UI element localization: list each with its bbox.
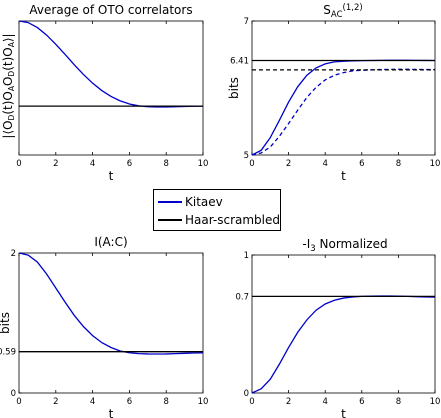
axes-frame bbox=[18, 252, 204, 394]
legend-swatch-haar bbox=[158, 219, 182, 221]
title-mutual-info: I(A:C) bbox=[94, 235, 127, 249]
x-tick-label: 0 bbox=[249, 397, 254, 407]
x-tick-label: 10 bbox=[430, 397, 441, 407]
x-axis-label: t bbox=[341, 169, 346, 183]
x-tick-label: 4 bbox=[322, 397, 327, 407]
x-tick-label: 0 bbox=[249, 159, 254, 169]
x-tick-label: 6 bbox=[127, 159, 132, 169]
title-tripartite-info: -I3 Normalized bbox=[302, 237, 387, 254]
series-kitaev-solid bbox=[251, 295, 436, 394]
panel-renyi-entropy: SAC(1,2) bbox=[323, 3, 362, 20]
plot-p4: 0 2 4 6 8 10 0 0.7 1 t bbox=[235, 251, 440, 418]
svg-text:|⟨OD(t)OAOD(t)OA⟩|: |⟨OD(t)OAOD(t)OA⟩| bbox=[1, 33, 16, 138]
x-tick-label: 2 bbox=[286, 159, 291, 169]
x-tick-label: 6 bbox=[359, 397, 364, 407]
x-tick-label: 4 bbox=[322, 159, 327, 169]
x-tick-label: 8 bbox=[396, 159, 401, 169]
x-tick-label: 8 bbox=[163, 159, 168, 169]
y-tick-label: 0.59 bbox=[0, 348, 16, 358]
y-tick-label: 5 bbox=[244, 151, 249, 161]
panel-mutual-info: I(A:C) bbox=[94, 235, 127, 249]
x-tick-label: 10 bbox=[198, 397, 209, 407]
legend: Kitaev Haar-scrambled bbox=[153, 189, 281, 231]
x-axis-label: t bbox=[341, 407, 346, 418]
y-tick-label: 2 bbox=[11, 249, 16, 259]
legend-label-haar: Haar-scrambled bbox=[185, 213, 281, 227]
x-tick-label: 8 bbox=[163, 397, 168, 407]
x-tick-label: 0 bbox=[16, 159, 21, 169]
y-tick-label: 0 bbox=[11, 389, 16, 399]
y-tick-label: 6.41 bbox=[230, 57, 249, 67]
y-tick-label: 0 bbox=[244, 389, 249, 399]
legend-item-haar: Haar-scrambled bbox=[158, 212, 280, 228]
y-axis-label: bits bbox=[227, 77, 241, 99]
series-kitaev-solid bbox=[18, 20, 204, 108]
series-kitaev-solid bbox=[18, 252, 204, 355]
title-renyi-entropy: SAC(1,2) bbox=[323, 3, 362, 20]
plot-p1: 0 2 4 6 8 10 t bbox=[16, 20, 209, 183]
axes-frame bbox=[251, 254, 436, 394]
x-tick-label: 2 bbox=[53, 159, 58, 169]
x-tick-label: 8 bbox=[396, 397, 401, 407]
x-tick-label: 4 bbox=[90, 159, 95, 169]
ylabel-otoc: |⟨OD(t)OAOD(t)OA⟩| bbox=[1, 33, 16, 138]
x-tick-label: 10 bbox=[198, 159, 209, 169]
legend-item-kitaev: Kitaev bbox=[158, 194, 223, 210]
y-tick-label: 1 bbox=[244, 251, 249, 261]
x-tick-label: 6 bbox=[359, 159, 364, 169]
legend-swatch-kitaev bbox=[158, 201, 182, 203]
x-axis-label: t bbox=[109, 169, 114, 183]
x-tick-label: 2 bbox=[53, 397, 58, 407]
x-tick-label: 6 bbox=[127, 397, 132, 407]
panel-otoc: Average of OTO correlators |⟨OD(t)OAOD(t… bbox=[1, 3, 193, 139]
x-tick-label: 4 bbox=[90, 397, 95, 407]
x-tick-label: 10 bbox=[430, 159, 441, 169]
series-kitaev-solid bbox=[251, 59, 436, 156]
series-kitaev-dashed bbox=[251, 68, 436, 156]
plot-p2: 0 2 4 6 8 10 5 6.41 7 t bits bbox=[227, 17, 440, 183]
y-tick-label: 0.7 bbox=[235, 292, 249, 302]
panel-tripartite-info: -I3 Normalized bbox=[302, 237, 387, 254]
x-axis-label: t bbox=[109, 407, 114, 418]
y-axis-label: bits bbox=[0, 312, 12, 334]
legend-label-kitaev: Kitaev bbox=[185, 195, 223, 209]
axes-frame bbox=[251, 20, 436, 156]
y-tick-label: 7 bbox=[244, 17, 249, 27]
x-tick-label: 2 bbox=[286, 397, 291, 407]
plot-p3: 0 2 4 6 8 10 0 0.59 2 t bits bbox=[0, 249, 208, 418]
title-otoc: Average of OTO correlators bbox=[29, 3, 192, 17]
axes-frame bbox=[18, 20, 204, 156]
x-tick-label: 0 bbox=[16, 397, 21, 407]
